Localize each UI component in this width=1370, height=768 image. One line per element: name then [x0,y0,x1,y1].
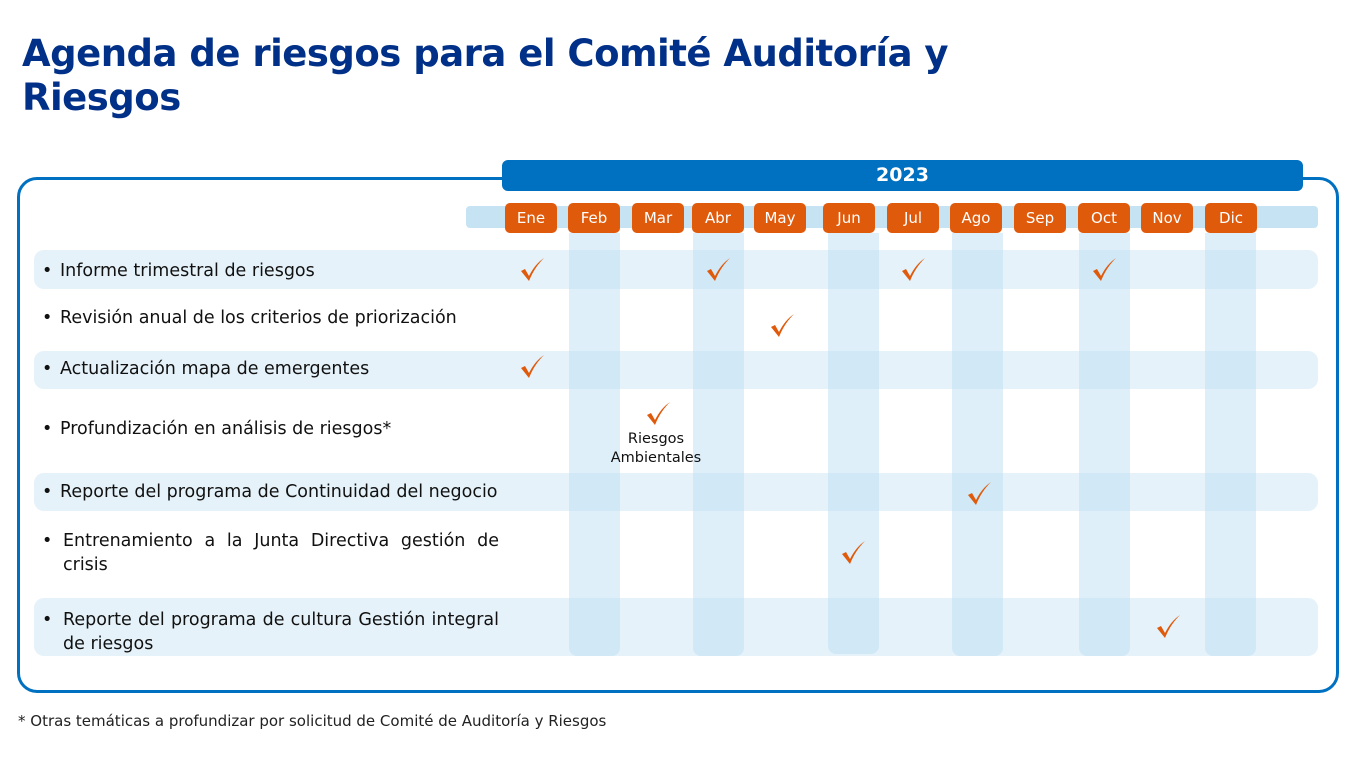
task-label: Informe trimestral de riesgos [60,261,315,281]
column-shade-jun [828,233,879,654]
bullet: • [42,308,53,328]
check-icon [964,479,994,509]
check-icon [643,399,673,429]
check-icon [517,255,547,285]
note-riesgos-ambientales: Riesgos Ambientales [610,431,702,466]
page-title: Agenda de riesgos para el Comité Auditor… [22,32,949,119]
column-shade-feb [569,233,620,656]
month-oct: Oct [1078,203,1130,233]
column-shade-abr [693,233,744,656]
task-item: • Informe trimestral de riesgos [42,259,315,283]
bullet: • [42,359,53,379]
check-icon [838,538,868,568]
check-icon [517,352,547,382]
task-label: Entrenamiento a la Junta Directiva gesti… [63,531,499,575]
task-item: • Actualización mapa de emergentes [42,357,369,381]
bullet: • [42,482,53,502]
bullet: • [42,610,53,630]
task-label: Reporte del programa de cultura Gestión … [63,610,499,654]
task-item: • Revisión anual de los criterios de pri… [42,306,457,330]
bullet: • [42,261,53,281]
bullet: • [42,419,53,439]
check-icon [898,255,928,285]
month-feb: Feb [568,203,620,233]
task-item: • Reporte del programa de cultura Gestió… [42,608,499,656]
month-ago: Ago [950,203,1002,233]
task-label: Actualización mapa de emergentes [60,359,370,379]
check-icon [1153,612,1183,642]
task-label: Reporte del programa de Continuidad del … [60,482,498,502]
task-label: Revisión anual de los criterios de prior… [60,308,457,328]
task-item: • Profundización en análisis de riesgos* [42,417,391,441]
month-mar: Mar [632,203,684,233]
month-jul: Jul [887,203,939,233]
month-jun: Jun [823,203,875,233]
footnote: * Otras temáticas a profundizar por soli… [18,712,607,730]
month-may: May [754,203,806,233]
task-label: Profundización en análisis de riesgos* [60,419,392,439]
column-shade-ago [952,233,1003,656]
check-icon [703,255,733,285]
task-item: • Reporte del programa de Continuidad de… [42,480,498,504]
task-item: • Entrenamiento a la Junta Directiva ges… [42,529,499,577]
check-icon [1089,255,1119,285]
check-icon [767,311,797,341]
column-shade-dic [1205,233,1256,656]
year-header: 2023 [502,160,1303,191]
month-sep: Sep [1014,203,1066,233]
month-ene: Ene [505,203,557,233]
column-shade-oct [1079,233,1130,656]
month-abr: Abr [692,203,744,233]
bullet: • [42,531,53,551]
month-nov: Nov [1141,203,1193,233]
month-dic: Dic [1205,203,1257,233]
